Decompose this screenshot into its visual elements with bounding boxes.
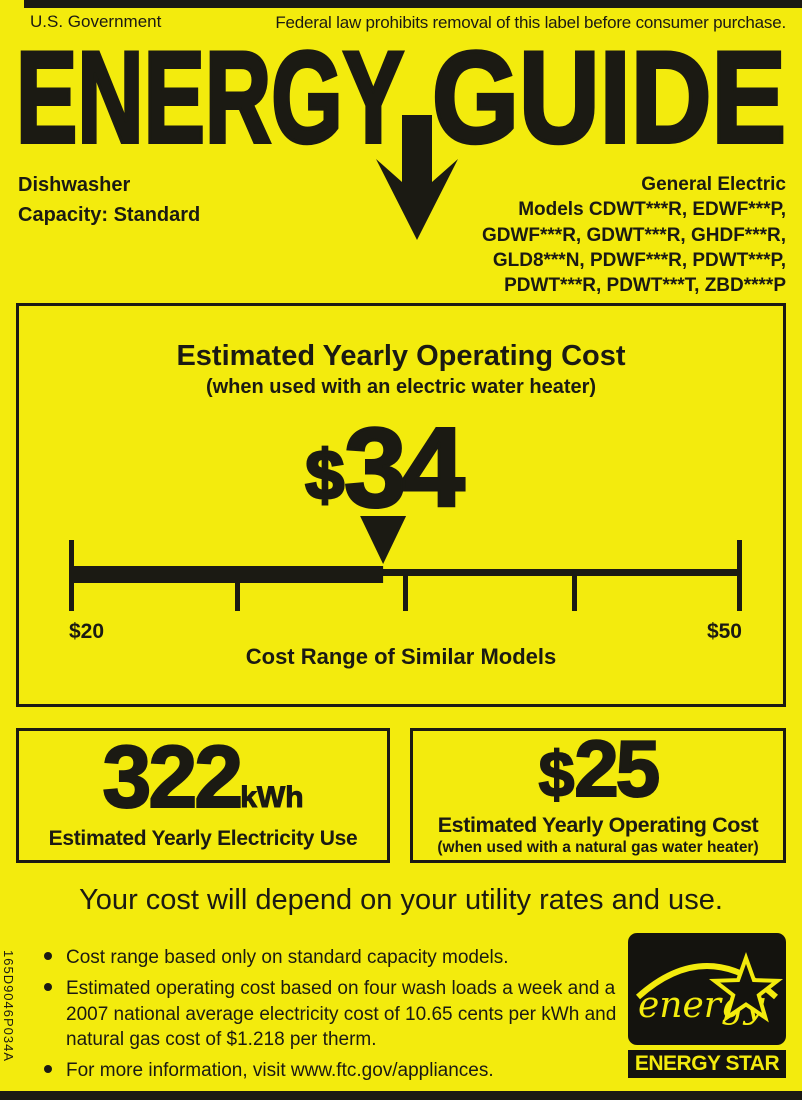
footnote-item: Cost range based only on standard capaci… — [38, 945, 630, 970]
electricity-label: Estimated Yearly Electricity Use — [48, 826, 358, 850]
bullet-icon — [44, 983, 52, 992]
title-word-energy: ENERGY — [16, 40, 404, 170]
footnotes-list: Cost range based only on standard capaci… — [38, 945, 630, 1089]
gas-cost-sublabel: (when used with a natural gas water heat… — [437, 838, 759, 856]
energy-star-label: ENERGY STAR — [634, 1052, 780, 1075]
product-info: Dishwasher Capacity: Standard — [18, 170, 200, 230]
scale-max-label: $50 — [707, 620, 742, 643]
bullet-icon — [44, 1065, 52, 1074]
cost-range-caption: Cost Range of Similar Models — [245, 644, 557, 669]
product-capacity: Capacity: Standard — [18, 204, 201, 226]
cost-panel-title: Estimated Yearly Operating Cost — [176, 340, 626, 372]
gas-cost-panel: $25 Estimated Yearly Operating Cost (whe… — [410, 727, 786, 863]
energy-star-wordmark: ENERGY STAR — [628, 1050, 786, 1078]
electricity-value: 322kWh — [101, 732, 304, 822]
government-text: U.S. Government — [30, 12, 162, 31]
manufacturer-models: General Electric Models CDWT***R, EDWF**… — [482, 172, 786, 298]
product-type: Dishwasher — [18, 174, 131, 196]
utility-rates-disclaimer: Your cost will depend on your utility ra… — [79, 884, 723, 916]
scale-half-tick — [403, 569, 408, 611]
cost-value-amount: 34 — [343, 405, 467, 530]
gas-cost-label: Estimated Yearly Operating Cost — [437, 812, 759, 837]
energy-star-emblem: energy — [628, 933, 786, 1045]
energyguide-title: ENERGY GUIDE — [14, 40, 788, 240]
title-word-guide: GUIDE — [432, 40, 786, 170]
footnote-item: Estimated operating cost based on four w… — [38, 976, 630, 1052]
gas-cost-currency: $ — [538, 737, 576, 810]
models-line: PDWT***R, PDWT***T, ZBD****P — [504, 275, 786, 297]
cost-value: $34 — [304, 410, 466, 525]
triangle-down-icon — [360, 516, 407, 564]
label-part-number: 165D9046P034A — [1, 950, 16, 1063]
star-outline-icon — [708, 952, 784, 1023]
gas-cost-value: $25 — [538, 727, 662, 809]
cost-range-scale: $20 $50 — [69, 516, 742, 643]
bottom-edge-bar — [0, 1091, 802, 1100]
operating-cost-panel: Estimated Yearly Operating Cost (when us… — [16, 303, 786, 707]
gas-cost-amount: 25 — [573, 723, 661, 813]
energy-star-graphic: energy — [635, 952, 784, 1026]
cost-panel-subtitle: (when used with an electric water heater… — [205, 376, 597, 398]
bullet-icon — [44, 952, 52, 960]
footnote-item: For more information, visit www.ftc.gov/… — [38, 1058, 630, 1083]
scale-quarter-tick — [235, 569, 240, 611]
scale-min-label: $20 — [69, 620, 104, 643]
cost-value-currency: $ — [304, 436, 346, 515]
electricity-use-panel: 322kWh Estimated Yearly Electricity Use — [16, 728, 390, 863]
manufacturer-name: General Electric — [641, 174, 786, 195]
scale-quarter-tick — [572, 569, 577, 611]
footnote-text: Cost range based only on standard capaci… — [66, 947, 509, 968]
models-line: Models CDWT***R, EDWF***P, — [518, 199, 786, 221]
scale-range-fill — [69, 566, 384, 583]
electricity-amount: 322 — [101, 727, 244, 827]
footnote-text: For more information, visit www.ftc.gov/… — [66, 1060, 494, 1082]
down-arrow-icon — [376, 115, 458, 240]
models-line: GDWF***R, GDWT***R, GHDF***R, — [481, 224, 786, 246]
top-edge-bar — [24, 0, 802, 8]
footnote-text: Estimated operating cost based on four w… — [66, 978, 617, 1050]
electricity-unit: kWh — [240, 781, 304, 815]
federal-law-text: Federal law prohibits removal of this la… — [275, 13, 786, 32]
models-line: GLD8***N, PDWF***R, PDWT***P, — [492, 249, 786, 271]
